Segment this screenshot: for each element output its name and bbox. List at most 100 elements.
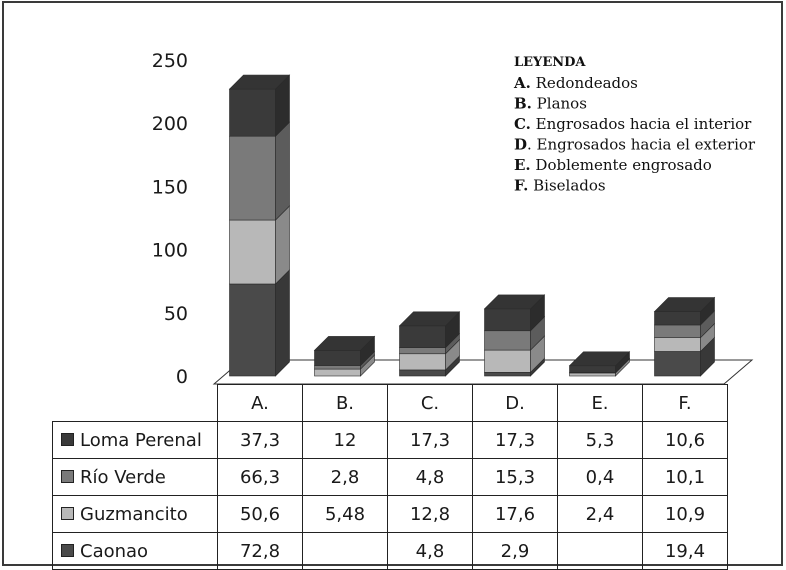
table-cell: 15,3 bbox=[472, 458, 558, 496]
y-tick-label: 250 bbox=[152, 50, 188, 72]
series-name: Río Verde bbox=[80, 466, 166, 488]
table-cell: 12,8 bbox=[387, 495, 473, 533]
table-cell: 72,8 bbox=[217, 532, 303, 570]
series-name-cell: Loma Perenal bbox=[52, 421, 218, 459]
bar-segment-side bbox=[275, 269, 290, 377]
legend-item-text: Biselados bbox=[528, 177, 605, 195]
table-cell: 2,8 bbox=[302, 458, 388, 496]
series-swatch bbox=[61, 506, 74, 520]
series-swatch bbox=[61, 543, 74, 557]
bar-top bbox=[568, 351, 631, 367]
bar-segment bbox=[314, 350, 361, 366]
legend-item-key: F. bbox=[514, 177, 528, 195]
table-cell: 50,6 bbox=[217, 495, 303, 533]
series-name-cell: Río Verde bbox=[52, 458, 218, 496]
table-cell: 66,3 bbox=[217, 458, 303, 496]
bar-stack bbox=[568, 351, 631, 377]
series-name: Caonao bbox=[80, 540, 149, 562]
legend-item-key: E. bbox=[514, 156, 531, 174]
bar-segment bbox=[654, 337, 701, 352]
legend-item: D. Engrosados hacia el exterior bbox=[514, 136, 756, 154]
y-tick-label: 200 bbox=[152, 113, 188, 135]
table-header-cell: F. bbox=[642, 384, 728, 422]
table-cell: 0,4 bbox=[557, 458, 643, 496]
bar-stack bbox=[483, 294, 546, 377]
table-cell: 19,4 bbox=[642, 532, 728, 570]
series-name-cell: Caonao bbox=[52, 532, 218, 570]
y-axis: 0 50 100 150 200 250 bbox=[152, 50, 188, 388]
table-header-cell: E. bbox=[557, 384, 643, 422]
table-cell: 2,4 bbox=[557, 495, 643, 533]
table-row: Guzmancito 50,6 5,48 12,8 17,6 2,4 10,9 bbox=[52, 495, 728, 533]
table-header-cell: D. bbox=[472, 384, 558, 422]
y-tick-label: 0 bbox=[176, 366, 188, 388]
bar-segment bbox=[229, 135, 276, 221]
table-cell: 10,9 bbox=[642, 495, 728, 533]
table-body: Loma Perenal 37,3 12 17,3 17,3 5,3 10,6 Río Ver… bbox=[52, 421, 728, 570]
table-cell: 5,48 bbox=[302, 495, 388, 533]
table-cell: 17,3 bbox=[387, 421, 473, 459]
bar-stack bbox=[228, 74, 291, 377]
legend-item-text: Doblemente engrosado bbox=[531, 156, 712, 174]
bar-segment bbox=[229, 283, 276, 377]
table-cell: 4,8 bbox=[387, 532, 473, 570]
legend-item: B. Planos bbox=[514, 95, 587, 113]
legend-item-key: C. bbox=[514, 115, 531, 133]
table-corner bbox=[53, 385, 218, 422]
table-cell: 2,9 bbox=[472, 532, 558, 570]
series-name-cell: Guzmancito bbox=[52, 495, 218, 533]
table-cell: 10,6 bbox=[642, 421, 728, 459]
table-cell: 10,1 bbox=[642, 458, 728, 496]
bar-top bbox=[398, 311, 461, 327]
bar-segment bbox=[229, 219, 276, 285]
bar-segment bbox=[399, 369, 446, 377]
legend-item-key: A. bbox=[513, 74, 531, 92]
series-name: Loma Perenal bbox=[80, 429, 202, 451]
series-name: Guzmancito bbox=[80, 503, 188, 525]
table-cell bbox=[302, 532, 388, 570]
bar-segment bbox=[399, 353, 446, 371]
bar-segment bbox=[484, 372, 531, 377]
bar-segment bbox=[399, 325, 446, 348]
bar-segment bbox=[654, 324, 701, 339]
table-cell: 37,3 bbox=[217, 421, 303, 459]
table-cell: 12 bbox=[302, 421, 388, 459]
bar-segment bbox=[654, 351, 701, 377]
data-table: A. B. C. D. E. F. Loma Perenal 37,3 12 17,3 17,3 5… bbox=[52, 384, 728, 570]
chart-bars bbox=[228, 74, 716, 377]
series-swatch bbox=[61, 469, 74, 483]
bar-segment bbox=[569, 372, 616, 377]
legend-item: A. Redondeados bbox=[513, 74, 638, 92]
table-cell: 5,3 bbox=[557, 421, 643, 459]
bar-segment bbox=[569, 365, 616, 373]
table-header-row: A. B. C. D. E. F. bbox=[53, 384, 728, 422]
table-row: Loma Perenal 37,3 12 17,3 17,3 5,3 10,6 bbox=[52, 421, 728, 459]
table-row: Río Verde 66,3 2,8 4,8 15,3 0,4 10,1 bbox=[52, 458, 728, 496]
table-cell bbox=[557, 532, 643, 570]
legend-item-text: Engrosados hacia el interior bbox=[531, 115, 752, 133]
y-tick-label: 100 bbox=[152, 240, 188, 262]
legend-item: E. Doblemente engrosado bbox=[514, 156, 712, 174]
bar-segment bbox=[314, 368, 361, 377]
table-header-cell: C. bbox=[387, 384, 473, 422]
y-tick-label: 50 bbox=[164, 303, 188, 325]
table-header-cell: B. bbox=[302, 384, 388, 422]
bar-segment bbox=[314, 365, 361, 370]
bar-segment bbox=[654, 311, 701, 326]
y-tick-label: 150 bbox=[152, 176, 188, 198]
bar-segment bbox=[229, 88, 276, 137]
legend-item-text: Redondeados bbox=[531, 74, 638, 92]
table-header-cell: A. bbox=[217, 384, 303, 422]
bar-segment bbox=[484, 308, 531, 332]
series-swatch bbox=[61, 432, 74, 446]
bar-segment-side bbox=[275, 121, 290, 221]
bar-segment bbox=[484, 349, 531, 373]
bar-segment bbox=[399, 347, 446, 355]
legend-item-key: B. bbox=[514, 95, 532, 113]
legend-item-text: . Engrosados hacia el exterior bbox=[527, 136, 756, 154]
legend-item: F. Biselados bbox=[514, 177, 606, 195]
bar-stack bbox=[398, 311, 461, 377]
legend-item-key: D bbox=[514, 136, 527, 154]
bar-top bbox=[228, 74, 291, 90]
